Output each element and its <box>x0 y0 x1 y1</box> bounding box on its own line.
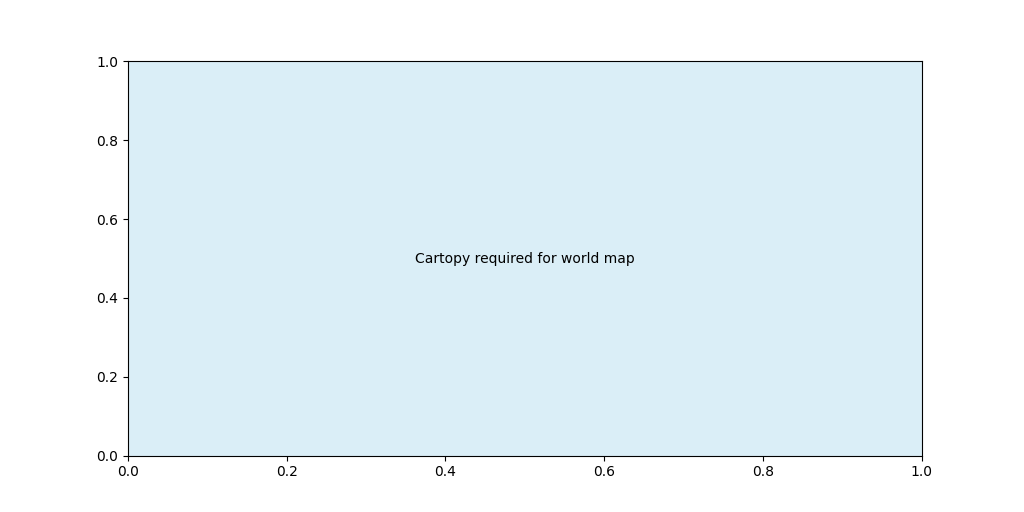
Text: Cartopy required for world map: Cartopy required for world map <box>415 251 635 266</box>
